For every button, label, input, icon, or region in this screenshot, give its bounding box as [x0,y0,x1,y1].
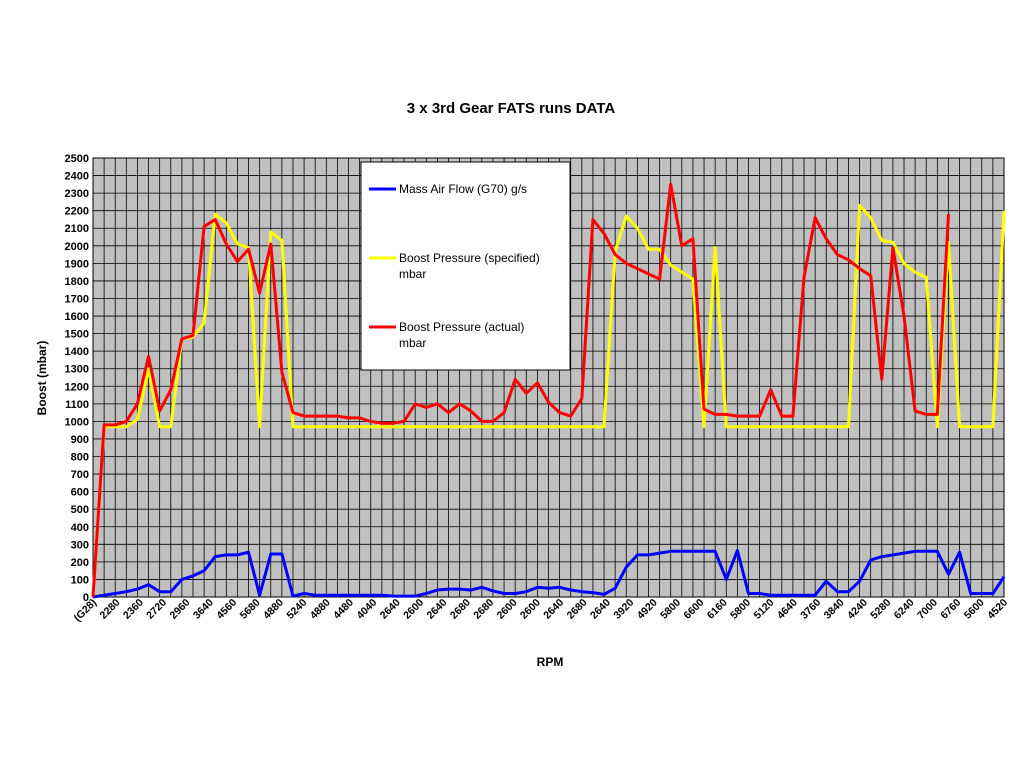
legend-label-maf: Mass Air Flow (G70) g/s [399,182,527,196]
y-tick-label: 300 [71,539,89,551]
legend-label-boost-specified-line2: mbar [399,267,426,281]
x-tick-label: 4520 [985,597,1010,622]
x-tick-label: 5680 [238,597,263,622]
y-tick-label: 1300 [65,364,89,376]
x-tick-label: 2600 [401,597,426,622]
legend-label-boost-specified-line1: Boost Pressure (specified) [399,251,540,265]
x-tick-label: 4560 [214,597,239,622]
legend-label-boost-actual-line2: mbar [399,336,426,350]
legend-label-boost-specified: Boost Pressure (specified) mbar [399,251,543,281]
y-axis-ticks: 0 100 200 300 400 500 600 700 800 900 1000 1100 1200… [65,153,89,604]
x-axis-title: RPM [537,655,564,669]
x-axis-ticks: (G28)22802360272029603640456056804880524… [72,597,1011,625]
x-tick-label: (G28) [72,597,99,624]
y-tick-label: 1000 [65,416,89,428]
x-tick-label: 2640 [425,597,450,622]
x-tick-label: 2600 [495,597,520,622]
x-tick-label: 3640 [191,597,216,622]
chart-title: 3 x 3rd Gear FATS runs DATA [407,100,616,117]
legend: Mass Air Flow (G70) g/s Boost Pressure (… [360,161,571,371]
x-tick-label: 2960 [168,597,193,622]
x-tick-label: 2680 [565,597,590,622]
y-tick-label: 2100 [65,223,89,235]
y-tick-label: 1600 [65,311,89,323]
y-tick-label: 1500 [65,329,89,341]
series-line-2 [91,182,950,598]
y-tick-label: 2000 [65,241,89,253]
x-tick-label: 3840 [822,597,847,622]
series-line-1 [91,203,1006,598]
y-tick-label: 1900 [65,258,89,270]
x-tick-label: 4920 [635,597,660,622]
x-tick-label: 2600 [518,597,543,622]
x-tick-label: 2680 [448,597,473,622]
x-tick-label: 5240 [284,597,309,622]
y-tick-label: 200 [71,557,89,569]
y-tick-label: 900 [71,434,89,446]
y-axis-title: Boost (mbar) [35,341,49,416]
x-tick-label: 6240 [892,597,917,622]
y-tick-label: 400 [71,522,89,534]
x-tick-label: 5120 [752,597,777,622]
x-tick-label: 2640 [588,597,613,622]
legend-box [360,161,571,371]
y-tick-label: 1400 [65,346,89,358]
y-tick-label: 600 [71,487,89,499]
x-tick-label: 4880 [308,597,333,622]
y-tick-label: 500 [71,504,89,516]
x-tick-label: 6600 [681,597,706,622]
y-tick-label: 100 [71,574,89,586]
series-lines [91,182,1006,599]
x-tick-label: 2280 [97,597,122,622]
x-tick-label: 7000 [915,597,940,622]
series-line-0 [92,549,1006,599]
y-tick-label: 800 [71,452,89,464]
y-tick-label: 1200 [65,381,89,393]
x-tick-label: 4040 [354,597,379,622]
x-tick-label: 2640 [541,597,566,622]
x-tick-label: 4640 [775,597,800,622]
x-tick-label: 5800 [658,597,683,622]
x-tick-label: 5600 [962,597,987,622]
x-tick-label: 5800 [728,597,753,622]
x-tick-label: 4480 [331,597,356,622]
y-tick-label: 0 [83,592,89,604]
y-tick-label: 1100 [65,399,89,411]
x-tick-label: 4240 [845,597,870,622]
y-tick-label: 1700 [65,293,89,305]
x-tick-label: 3920 [611,597,636,622]
legend-label-boost-actual: Boost Pressure (actual) mbar [399,320,528,350]
y-tick-label: 700 [71,469,89,481]
x-tick-label: 2640 [378,597,403,622]
y-tick-label: 2200 [65,206,89,218]
x-tick-label: 2680 [471,597,496,622]
x-tick-label: 3760 [798,597,823,622]
x-tick-label: 6760 [938,597,963,622]
x-tick-label: 2720 [144,597,169,622]
x-tick-label: 6160 [705,597,730,622]
y-tick-label: 2400 [65,171,89,183]
y-tick-label: 2300 [65,188,89,200]
legend-label-boost-actual-line1: Boost Pressure (actual) [399,320,524,334]
y-tick-label: 2500 [65,153,89,165]
y-tick-label: 1800 [65,276,89,288]
x-tick-label: 4880 [261,597,286,622]
x-tick-label: 5280 [868,597,893,622]
x-tick-label: 2360 [121,597,146,622]
